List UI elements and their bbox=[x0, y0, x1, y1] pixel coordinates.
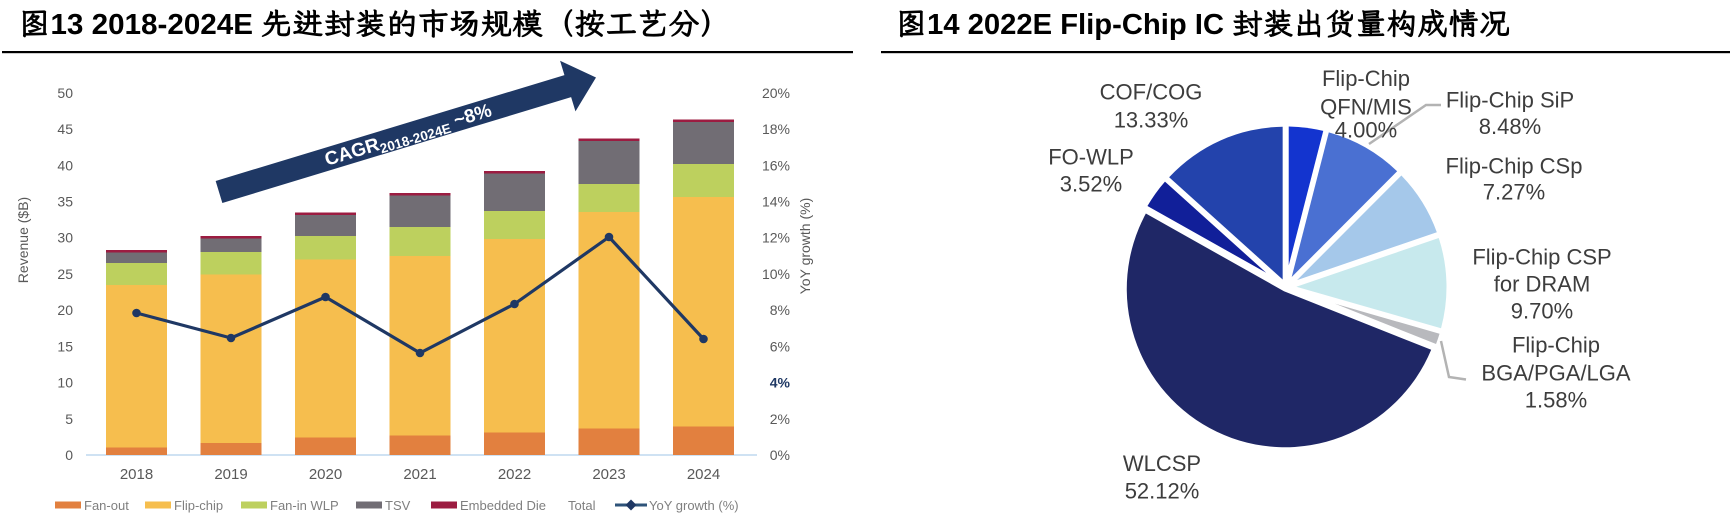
svg-text:QFN/MIS: QFN/MIS bbox=[1320, 95, 1412, 120]
svg-text:Embedded Die: Embedded Die bbox=[460, 498, 546, 513]
svg-text:10: 10 bbox=[57, 375, 73, 391]
svg-text:6%: 6% bbox=[770, 338, 790, 354]
svg-text:30: 30 bbox=[57, 230, 73, 246]
svg-text:2021: 2021 bbox=[403, 466, 436, 483]
svg-text:4.00%: 4.00% bbox=[1335, 118, 1397, 143]
svg-text:15: 15 bbox=[57, 338, 73, 354]
svg-text:TSV: TSV bbox=[385, 498, 411, 513]
svg-text:Flip-Chip CSP: Flip-Chip CSP bbox=[1472, 245, 1611, 270]
svg-text:Flip-Chip: Flip-Chip bbox=[1512, 333, 1600, 358]
svg-text:for DRAM: for DRAM bbox=[1494, 272, 1591, 297]
svg-text:Fan-in WLP: Fan-in WLP bbox=[270, 498, 339, 513]
svg-text:WLCSP: WLCSP bbox=[1123, 451, 1201, 476]
svg-text:2020: 2020 bbox=[309, 466, 342, 483]
svg-text:Flip-Chip CSp: Flip-Chip CSp bbox=[1446, 154, 1583, 179]
svg-text:Flip-Chip: Flip-Chip bbox=[1322, 66, 1410, 91]
svg-text:0%: 0% bbox=[770, 447, 790, 463]
svg-text:FO-WLP: FO-WLP bbox=[1048, 145, 1134, 170]
svg-text:2018: 2018 bbox=[120, 466, 153, 483]
svg-text:8%: 8% bbox=[770, 302, 790, 318]
svg-text:35: 35 bbox=[57, 193, 73, 209]
svg-text:2019: 2019 bbox=[214, 466, 247, 483]
svg-text:Fan-out: Fan-out bbox=[84, 498, 129, 513]
svg-text:Total: Total bbox=[568, 498, 596, 513]
svg-text:8.48%: 8.48% bbox=[1479, 114, 1541, 139]
svg-text:14%: 14% bbox=[762, 194, 790, 210]
svg-text:5: 5 bbox=[65, 411, 73, 427]
svg-text:2024: 2024 bbox=[687, 466, 720, 483]
svg-text:50: 50 bbox=[57, 85, 73, 101]
svg-text:Flip-Chip SiP: Flip-Chip SiP bbox=[1446, 88, 1574, 113]
svg-text:10%: 10% bbox=[762, 266, 790, 282]
svg-text:45: 45 bbox=[57, 121, 73, 137]
svg-text:0: 0 bbox=[65, 447, 73, 463]
svg-text:12%: 12% bbox=[762, 230, 790, 246]
svg-text:BGA/PGA/LGA: BGA/PGA/LGA bbox=[1481, 361, 1630, 386]
svg-text:20%: 20% bbox=[762, 85, 790, 101]
svg-text:13.33%: 13.33% bbox=[1114, 108, 1189, 133]
svg-text:COF/COG: COF/COG bbox=[1100, 80, 1203, 105]
svg-text:7.27%: 7.27% bbox=[1483, 180, 1545, 205]
svg-text:20: 20 bbox=[57, 302, 73, 318]
svg-text:1.58%: 1.58% bbox=[1525, 388, 1587, 413]
svg-text:2023: 2023 bbox=[592, 466, 625, 483]
svg-text:2022: 2022 bbox=[498, 466, 531, 483]
svg-text:40: 40 bbox=[57, 157, 73, 173]
svg-text:16%: 16% bbox=[762, 157, 790, 173]
svg-text:18%: 18% bbox=[762, 121, 790, 137]
svg-text:YoY growth (%): YoY growth (%) bbox=[797, 198, 813, 295]
svg-text:3.52%: 3.52% bbox=[1060, 172, 1122, 197]
svg-text:52.12%: 52.12% bbox=[1125, 479, 1200, 504]
svg-text:YoY growth (%): YoY growth (%) bbox=[649, 498, 739, 513]
svg-text:25: 25 bbox=[57, 266, 73, 282]
svg-text:4%: 4% bbox=[770, 375, 791, 391]
svg-text:Flip-chip: Flip-chip bbox=[174, 498, 223, 513]
svg-text:2%: 2% bbox=[770, 411, 790, 427]
svg-text:Revenue ($B): Revenue ($B) bbox=[15, 197, 31, 283]
svg-text:9.70%: 9.70% bbox=[1511, 299, 1573, 324]
